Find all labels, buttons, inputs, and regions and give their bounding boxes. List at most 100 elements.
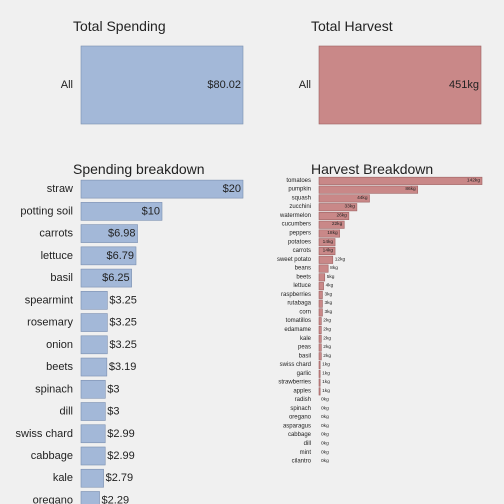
harvest-value-label: 44kg (357, 195, 368, 201)
spending-value-label: $2.99 (107, 428, 135, 440)
harvest-category-label: oregano (289, 415, 312, 421)
spending-bar (80, 246, 137, 266)
total-spending-value-label: $80.02 (207, 79, 241, 91)
harvest-bar (318, 203, 358, 212)
harvest-bar (318, 352, 322, 361)
spending-category-label: dill (60, 406, 73, 418)
harvest-bar (318, 317, 322, 326)
harvest-bar (318, 229, 340, 238)
harvest-category-label: radish (295, 397, 311, 403)
harvest-value-label: 5kg (327, 274, 335, 280)
harvest-value-label: 1kg (322, 379, 330, 385)
harvest-bar (318, 273, 326, 282)
harvest-value-label: 18kg (327, 230, 338, 236)
spending-bar (80, 313, 108, 332)
harvest-bar (318, 308, 323, 317)
harvest-category-label: cucumbers (282, 222, 311, 228)
harvest-category-label: beans (295, 266, 311, 272)
harvest-bar (318, 290, 323, 299)
harvest-value-label: 1kg (322, 362, 330, 368)
harvest-value-label: 0kg (321, 440, 329, 446)
spending-bar (80, 446, 106, 466)
harvest-bar (318, 369, 321, 378)
harvest-value-label: 26kg (336, 212, 347, 218)
total-harvest-value-label: 451kg (449, 79, 479, 91)
harvest-category-label: edamame (284, 327, 311, 333)
spending-value-label: $3.25 (109, 294, 137, 306)
spending-value-label: $6.25 (102, 272, 130, 284)
spending-value-label: $3 (107, 383, 119, 395)
harvest-value-label: 142kg (467, 177, 480, 183)
harvest-category-label: sweet potato (277, 257, 312, 263)
spending-bar (80, 379, 106, 399)
harvest-value-label: 12kg (335, 256, 346, 262)
spending-bar (80, 402, 106, 421)
harvest-category-label: watermelon (279, 213, 311, 219)
harvest-category-label: apples (293, 388, 311, 394)
harvest-category-label: cabbage (288, 432, 312, 438)
harvest-category-label: lettuce (293, 283, 311, 289)
harvest-category-label: cilantro (292, 459, 312, 465)
harvest-bar (318, 238, 336, 247)
harvest-value-label: 0kg (321, 449, 329, 455)
spending-category-label: onion (46, 339, 73, 351)
total-spending-title: Total Spending (73, 18, 166, 34)
spending-value-label: $2.29 (102, 494, 130, 504)
harvest-category-label: strawberries (278, 380, 311, 386)
harvest-category-label: tomatoes (286, 178, 311, 184)
harvest-breakdown-panel: Harvest Breakdown tomatoes 142kg pumpkin 86… (277, 161, 483, 466)
harvest-value-label: 0kg (321, 397, 329, 403)
harvest-bar (318, 378, 321, 387)
harvest-category-label: squash (292, 195, 311, 201)
harvest-value-label: 1kg (322, 370, 330, 376)
harvest-value-label: 2kg (323, 335, 331, 341)
harvest-value-label: 0kg (321, 458, 329, 464)
harvest-value-label: 0kg (321, 414, 329, 420)
harvest-bar (318, 176, 483, 185)
spending-value-label: $2.79 (106, 472, 134, 484)
harvest-value-label: 2kg (323, 353, 331, 359)
total-spending-panel: Total Spending All $80.02 (61, 18, 244, 125)
harvest-bar (318, 282, 324, 291)
harvest-bar (318, 247, 336, 256)
harvest-bar (318, 264, 329, 273)
spending-category-label: basil (50, 272, 73, 284)
harvest-category-label: kale (300, 336, 312, 342)
spending-category-label: spearmint (25, 294, 73, 306)
spending-bar (80, 268, 132, 288)
harvest-category-label: pumpkin (288, 187, 311, 193)
harvest-value-label: 8kg (330, 265, 338, 271)
spending-bar (80, 202, 163, 221)
harvest-category-label: swiss chard (280, 362, 311, 368)
harvest-category-label: carrots (293, 248, 311, 254)
spending-category-label: rosemary (27, 317, 73, 329)
harvest-bar (318, 299, 323, 308)
spending-value-label: $3.25 (109, 317, 137, 329)
spending-value-label: $2.99 (107, 450, 135, 462)
spending-category-label: oregano (33, 494, 73, 504)
harvest-value-label: 14kg (323, 239, 334, 245)
harvest-value-label: 0kg (321, 432, 329, 438)
harvest-bar (318, 361, 321, 370)
harvest-category-label: corn (299, 309, 311, 315)
harvest-value-label: 2kg (323, 326, 331, 332)
harvest-value-label: 33kg (344, 204, 355, 210)
harvest-bar (318, 334, 322, 343)
harvest-bar (318, 387, 321, 396)
harvest-value-label: 2kg (323, 344, 331, 350)
total-harvest-category-label: All (299, 79, 311, 91)
harvest-bar (318, 220, 345, 229)
spending-category-label: swiss chard (16, 428, 73, 440)
spending-bar (80, 224, 138, 243)
spending-category-label: kale (53, 472, 73, 484)
harvest-value-label: 86kg (405, 186, 416, 192)
harvest-bar (318, 255, 334, 264)
harvest-value-label: 2kg (323, 318, 331, 324)
spending-bar (80, 179, 244, 199)
harvest-value-label: 0kg (321, 423, 329, 429)
spending-breakdown-title: Spending breakdown (73, 161, 205, 177)
harvest-bar (318, 343, 322, 352)
spending-value-label: $3.25 (109, 339, 137, 351)
spending-category-label: potting soil (20, 205, 73, 217)
spending-value-label: $6.98 (108, 228, 136, 240)
